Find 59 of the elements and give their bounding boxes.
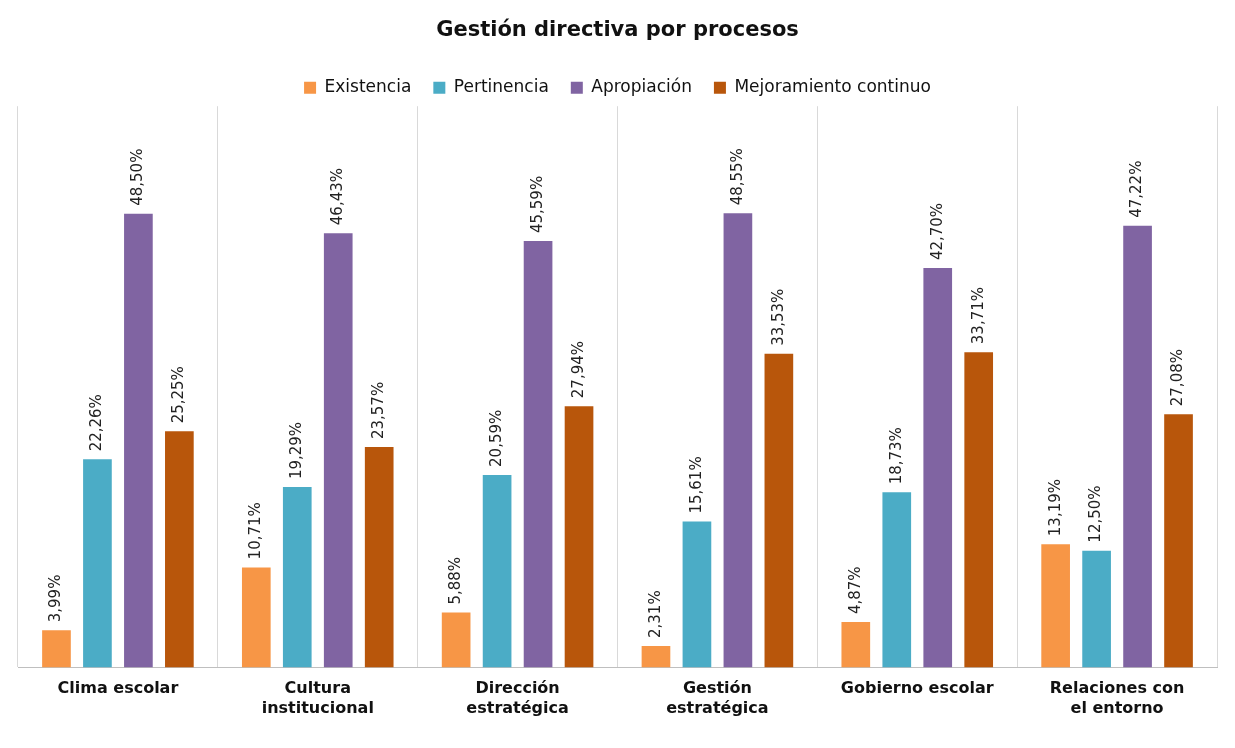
bar xyxy=(764,353,794,668)
x-tick-label: Cultura institucional xyxy=(261,678,374,717)
data-label: 25,25% xyxy=(169,366,188,424)
data-label: 23,57% xyxy=(369,381,388,440)
legend-label: Pertinencia xyxy=(453,76,549,97)
bar xyxy=(923,268,953,668)
bar xyxy=(323,233,353,668)
data-label: 27,94% xyxy=(568,340,587,399)
bar xyxy=(882,492,912,668)
bar xyxy=(282,487,312,668)
bar xyxy=(1123,225,1152,668)
bar xyxy=(564,406,594,668)
bar xyxy=(1164,414,1193,668)
data-label: 48,50% xyxy=(128,148,147,206)
data-label: 48,55% xyxy=(727,148,746,206)
bar xyxy=(723,213,753,668)
data-label: 47,22% xyxy=(1127,160,1146,218)
data-label: 4,87% xyxy=(845,566,864,615)
legend-label: Apropiación xyxy=(591,76,692,97)
x-tick-label: Gobierno escolar xyxy=(840,678,994,698)
data-label: 20,59% xyxy=(486,409,505,467)
data-label: 10,71% xyxy=(246,502,265,560)
data-label: 22,26% xyxy=(87,394,106,452)
data-label: 45,59% xyxy=(527,175,546,234)
bar xyxy=(165,431,194,668)
legend-label: Existencia xyxy=(324,76,412,97)
bar xyxy=(124,213,153,668)
data-label: 15,61% xyxy=(686,456,705,514)
bar xyxy=(42,630,71,668)
data-label: 3,99% xyxy=(46,574,65,623)
bar xyxy=(364,447,394,668)
data-label: 42,70% xyxy=(927,202,946,261)
bar xyxy=(83,459,112,668)
data-label: 33,53% xyxy=(768,288,787,346)
bar xyxy=(841,622,871,668)
data-label: 46,43% xyxy=(328,167,347,226)
x-tick-label: Gestión estratégica xyxy=(666,678,769,717)
data-label: 2,31% xyxy=(645,590,664,638)
x-tick-label: Relaciones con el entorno xyxy=(1049,678,1185,717)
data-label: 12,50% xyxy=(1086,485,1105,543)
bar xyxy=(1082,550,1111,668)
data-label: 13,19% xyxy=(1045,478,1064,537)
x-tick-label: Dirección estratégica xyxy=(466,678,569,717)
x-tick-label: Clima escolar xyxy=(57,678,179,698)
bar xyxy=(682,521,712,668)
bar xyxy=(241,567,271,668)
bar xyxy=(1041,544,1070,668)
data-label: 27,08% xyxy=(1168,349,1187,407)
data-label: 19,29% xyxy=(287,421,306,480)
data-label: 18,73% xyxy=(886,427,905,485)
legend-label: Mejoramiento continuo xyxy=(734,76,931,97)
bar xyxy=(641,645,671,668)
bar xyxy=(523,241,553,668)
bar xyxy=(964,352,994,668)
bar xyxy=(482,474,512,668)
data-label: 33,71% xyxy=(968,286,987,345)
chart-title: Gestión directiva por procesos xyxy=(436,17,799,42)
bar xyxy=(441,612,471,668)
data-label: 5,88% xyxy=(446,556,465,605)
